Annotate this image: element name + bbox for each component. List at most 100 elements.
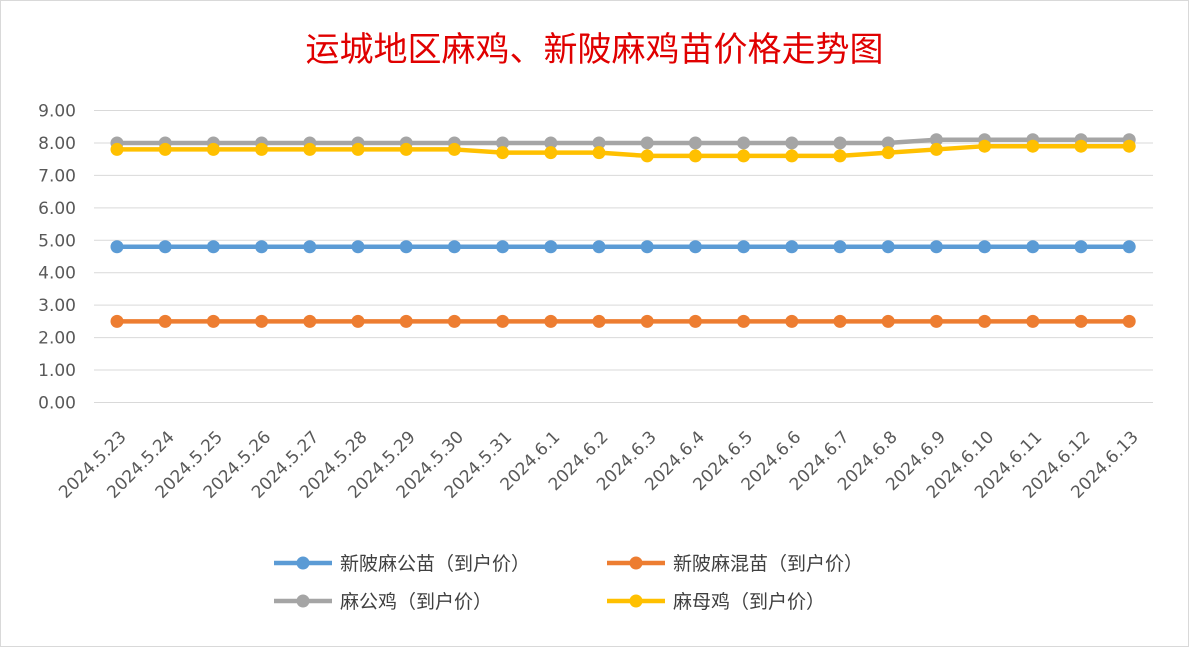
data-point bbox=[929, 314, 943, 328]
data-point bbox=[158, 142, 172, 156]
data-point bbox=[255, 142, 269, 156]
data-point bbox=[929, 240, 943, 254]
data-point bbox=[496, 136, 510, 150]
data-point bbox=[206, 240, 220, 254]
data-point bbox=[544, 240, 558, 254]
data-point bbox=[110, 314, 124, 328]
data-point bbox=[881, 146, 895, 160]
data-point bbox=[110, 142, 124, 156]
data-point bbox=[544, 314, 558, 328]
legend-item-0: 新陂麻公苗（到户价） bbox=[274, 553, 530, 575]
data-point bbox=[978, 314, 992, 328]
data-point bbox=[255, 314, 269, 328]
data-point bbox=[399, 314, 413, 328]
data-point bbox=[544, 146, 558, 160]
y-tick-label: 4.00 bbox=[38, 264, 76, 284]
y-tick-label: 1.00 bbox=[38, 361, 76, 381]
legend-label: 新陂麻混苗（到户价） bbox=[673, 553, 863, 575]
data-point bbox=[640, 314, 654, 328]
data-point bbox=[1074, 314, 1088, 328]
data-point bbox=[399, 240, 413, 254]
data-point bbox=[881, 314, 895, 328]
data-point bbox=[1026, 240, 1040, 254]
data-point bbox=[881, 136, 895, 150]
data-point bbox=[833, 314, 847, 328]
data-point bbox=[978, 240, 992, 254]
y-tick-label: 9.00 bbox=[38, 102, 76, 122]
series-line-3 bbox=[117, 143, 1130, 159]
series-group bbox=[110, 133, 1136, 328]
grid-lines bbox=[94, 110, 1153, 403]
data-point bbox=[688, 314, 702, 328]
data-point bbox=[640, 240, 654, 254]
data-point bbox=[688, 149, 702, 163]
legend-label: 麻母鸡（到户价） bbox=[673, 591, 825, 613]
legend: 新陂麻公苗（到户价） 新陂麻混苗（到户价） 麻公鸡（到户价） 麻母鸡（到户价） bbox=[274, 553, 863, 613]
data-point bbox=[688, 240, 702, 254]
data-point bbox=[929, 142, 943, 156]
y-tick-label: 6.00 bbox=[38, 199, 76, 219]
data-point bbox=[399, 142, 413, 156]
data-point bbox=[1122, 314, 1136, 328]
series-line-2 bbox=[117, 137, 1130, 146]
data-point bbox=[496, 146, 510, 160]
data-point bbox=[496, 314, 510, 328]
data-point bbox=[496, 240, 510, 254]
data-point bbox=[785, 240, 799, 254]
data-point bbox=[110, 240, 124, 254]
data-point bbox=[785, 136, 799, 150]
data-point bbox=[1122, 139, 1136, 153]
data-point bbox=[592, 240, 606, 254]
series-1 bbox=[110, 314, 1136, 328]
data-point bbox=[351, 314, 365, 328]
legend-item-3: 麻母鸡（到户价） bbox=[607, 591, 825, 613]
series-0 bbox=[110, 240, 1136, 254]
y-tick-label: 8.00 bbox=[38, 134, 76, 154]
data-point bbox=[688, 136, 702, 150]
y-tick-label: 3.00 bbox=[38, 296, 76, 316]
data-point bbox=[303, 314, 317, 328]
data-point bbox=[255, 240, 269, 254]
legend-swatch-marker bbox=[296, 594, 310, 608]
data-point bbox=[351, 142, 365, 156]
data-point bbox=[833, 240, 847, 254]
legend-swatch-marker bbox=[629, 594, 643, 608]
data-point bbox=[785, 314, 799, 328]
data-point bbox=[737, 314, 751, 328]
data-point bbox=[592, 314, 606, 328]
y-tick-label: 2.00 bbox=[38, 329, 76, 349]
data-point bbox=[447, 314, 461, 328]
data-point bbox=[737, 149, 751, 163]
legend-swatch-marker bbox=[629, 556, 643, 570]
y-tick-label: 5.00 bbox=[38, 231, 76, 251]
series-3 bbox=[110, 139, 1136, 163]
x-axis-ticks: 2024.5.232024.5.242024.5.252024.5.262024… bbox=[55, 427, 1143, 502]
legend-label: 麻公鸡（到户价） bbox=[340, 591, 492, 613]
data-point bbox=[592, 136, 606, 150]
data-point bbox=[206, 314, 220, 328]
data-point bbox=[929, 133, 943, 147]
data-point bbox=[447, 142, 461, 156]
chart-title: 运城地区麻鸡、新陂麻鸡苗价格走势图 bbox=[305, 30, 884, 70]
data-point bbox=[351, 240, 365, 254]
legend-item-2: 麻公鸡（到户价） bbox=[274, 591, 492, 613]
data-point bbox=[158, 314, 172, 328]
data-point bbox=[833, 149, 847, 163]
legend-swatch-marker bbox=[296, 556, 310, 570]
data-point bbox=[544, 136, 558, 150]
data-point bbox=[1026, 314, 1040, 328]
data-point bbox=[737, 136, 751, 150]
data-point bbox=[833, 136, 847, 150]
y-tick-label: 0.00 bbox=[38, 394, 76, 414]
data-point bbox=[592, 146, 606, 160]
data-point bbox=[978, 139, 992, 153]
data-point bbox=[1074, 240, 1088, 254]
data-point bbox=[640, 136, 654, 150]
y-axis-ticks: 0.00 1.00 2.00 3.00 4.00 5.00 6.00 7.00 8.00 9.00 bbox=[38, 102, 76, 414]
data-point bbox=[303, 142, 317, 156]
data-point bbox=[1026, 139, 1040, 153]
y-tick-label: 7.00 bbox=[38, 166, 76, 186]
data-point bbox=[303, 240, 317, 254]
legend-item-1: 新陂麻混苗（到户价） bbox=[607, 553, 863, 575]
